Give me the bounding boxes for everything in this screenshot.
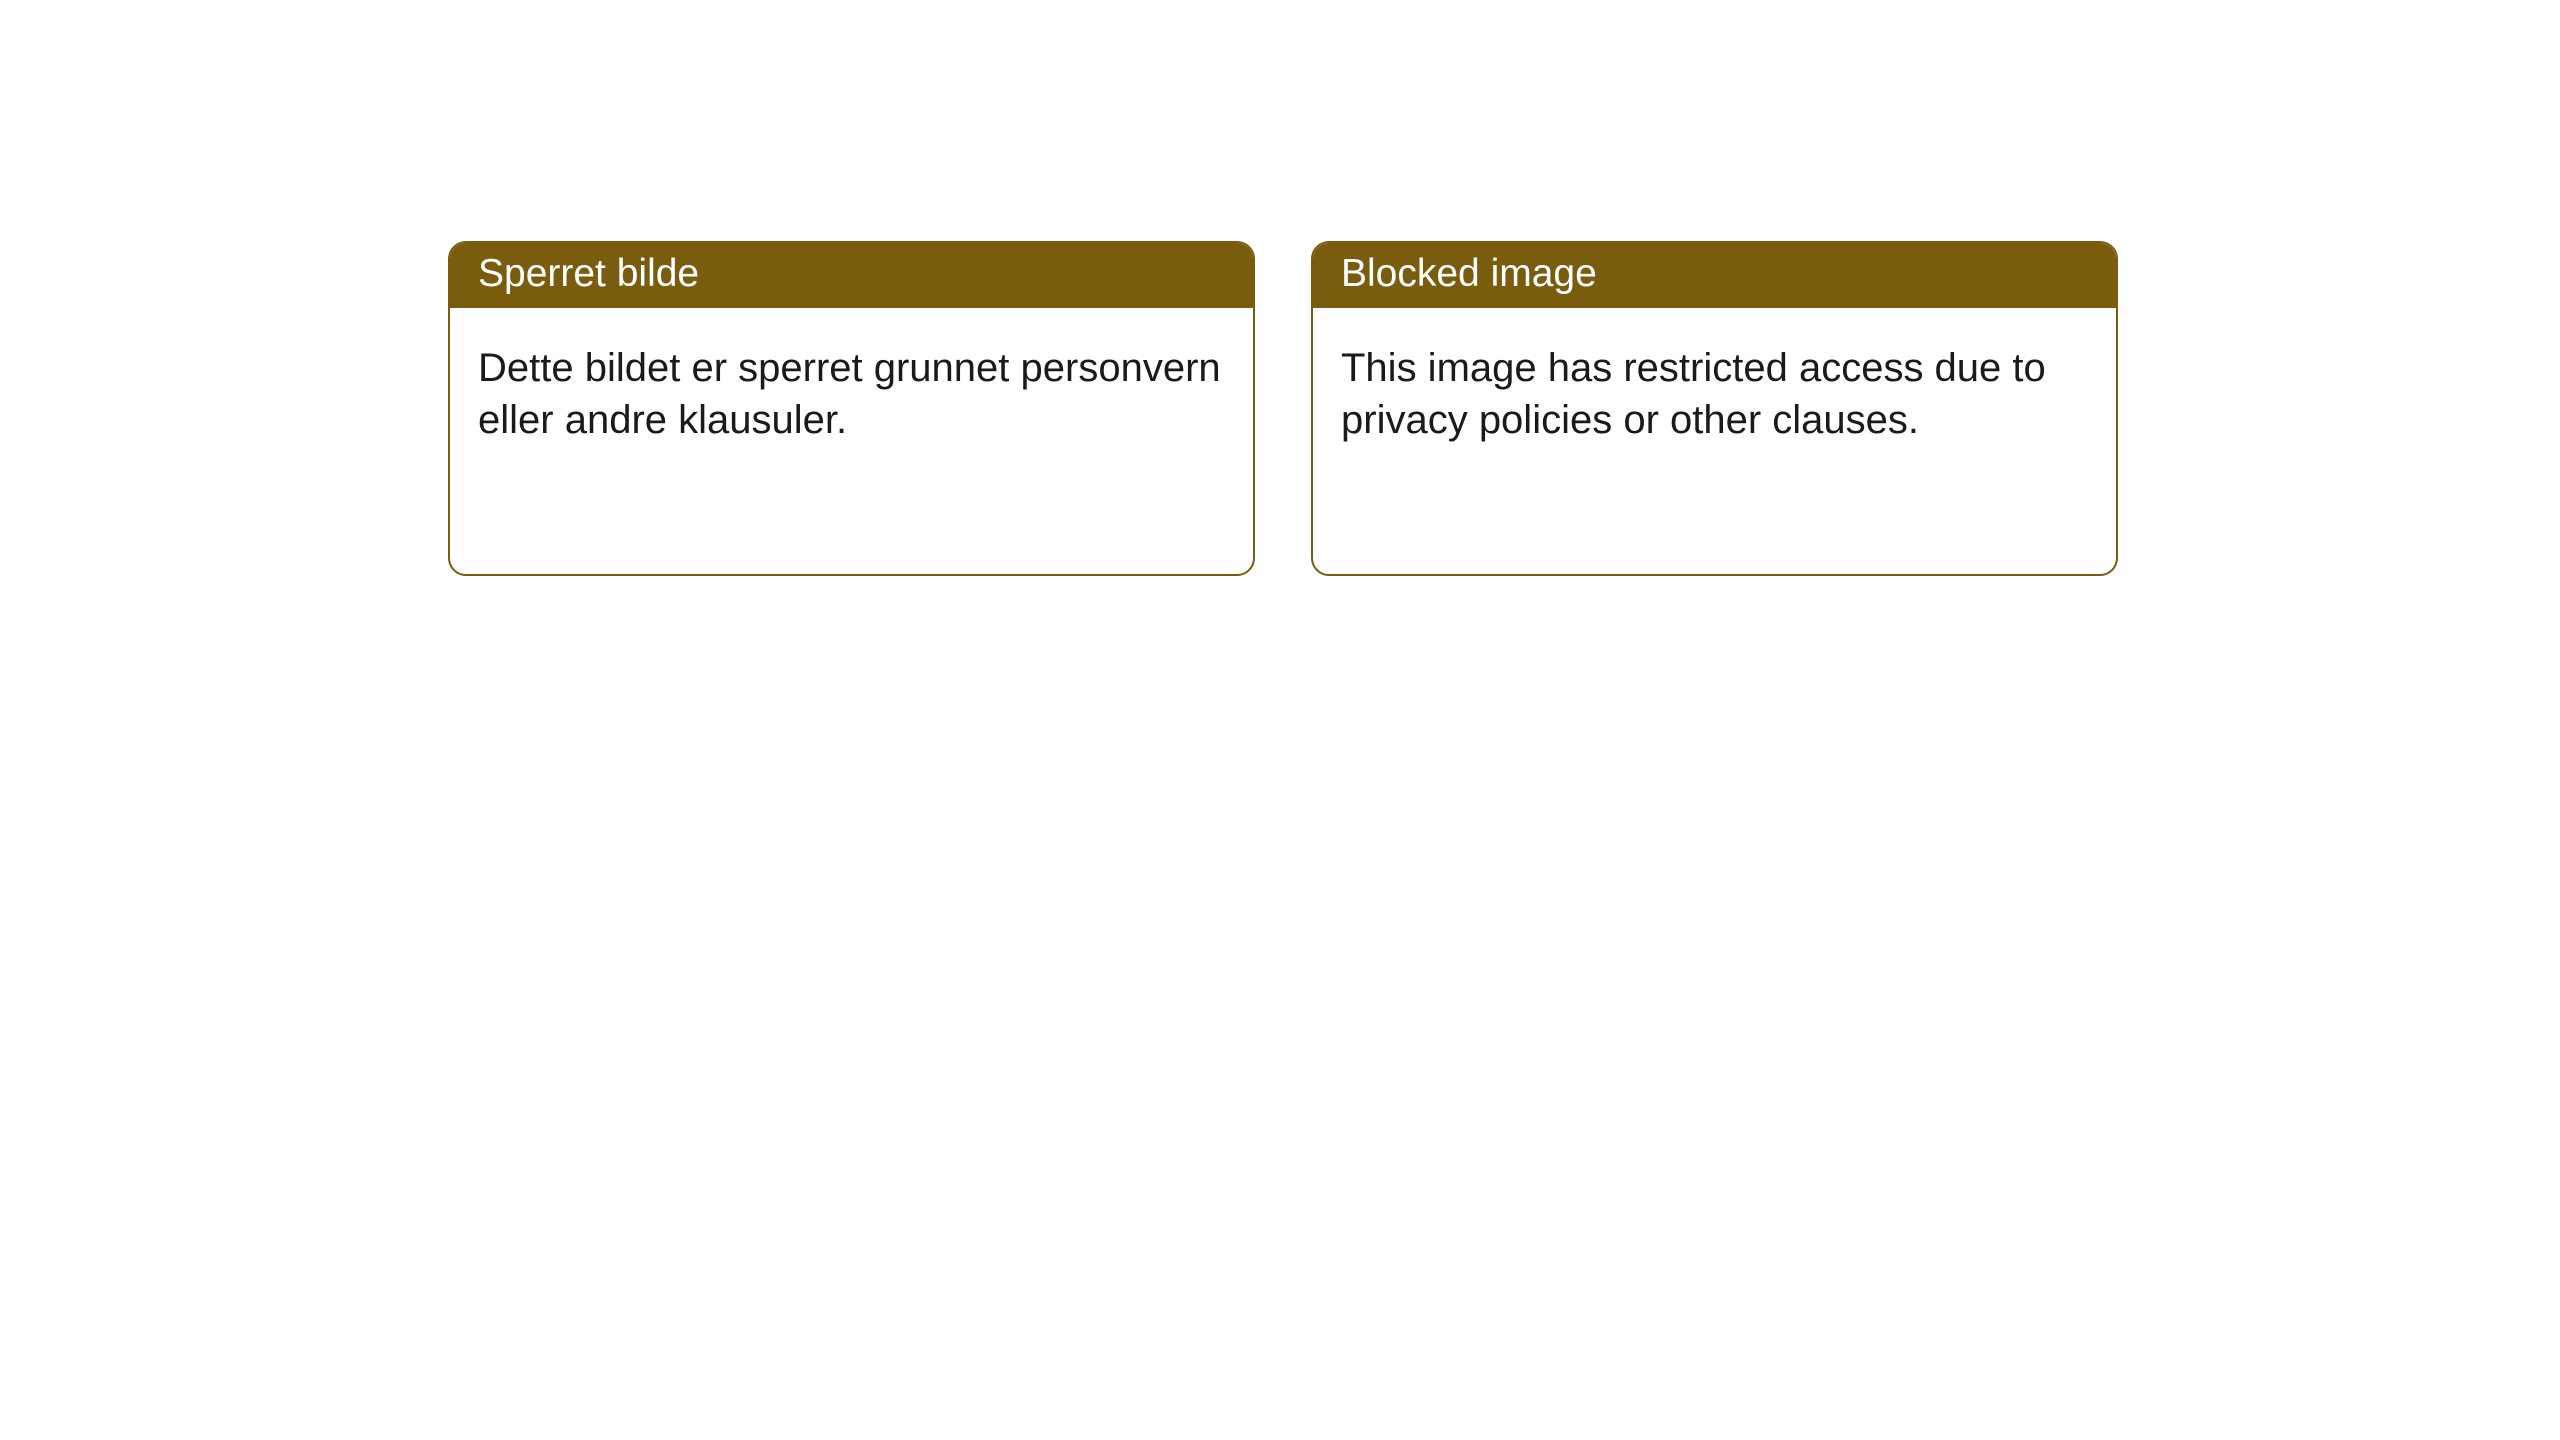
card-title: Sperret bilde <box>478 252 699 295</box>
card-header: Sperret bilde <box>450 243 1253 308</box>
notice-card-english: Blocked image This image has restricted … <box>1311 241 2118 576</box>
card-body: Dette bildet er sperret grunnet personve… <box>450 308 1253 474</box>
card-body-text: This image has restricted access due to … <box>1341 346 2046 442</box>
notice-container: Sperret bilde Dette bildet er sperret gr… <box>0 0 2560 576</box>
card-header: Blocked image <box>1313 243 2116 308</box>
card-title: Blocked image <box>1341 252 1597 295</box>
card-body-text: Dette bildet er sperret grunnet personve… <box>478 346 1221 442</box>
notice-card-norwegian: Sperret bilde Dette bildet er sperret gr… <box>448 241 1255 576</box>
card-body: This image has restricted access due to … <box>1313 308 2116 474</box>
